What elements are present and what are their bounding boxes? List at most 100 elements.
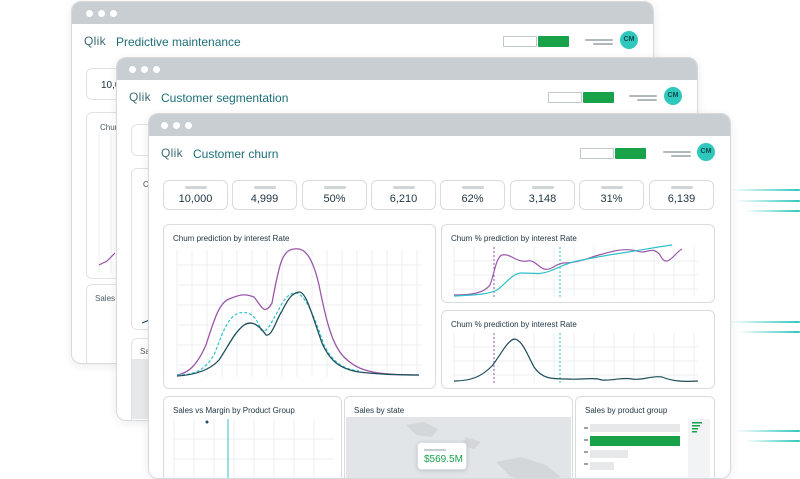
sales-panel: Sa [131,338,153,420]
header-primary-button[interactable] [583,92,614,103]
avatar[interactable]: CM [620,31,638,49]
hamburger-icon[interactable] [663,151,691,153]
kpi-label-placeholder [254,186,276,189]
kpi-value: 62% [461,193,484,205]
speed-line [735,200,800,202]
speed-line [730,189,800,191]
map-placeholder [132,359,152,419]
kpi-value: 3,148 [528,193,557,205]
speed-line [738,331,800,333]
chart-lines [98,133,116,273]
kpi-card[interactable]: 31% [579,180,644,210]
kpi-card[interactable]: 62% [440,180,505,210]
avatar[interactable]: CM [664,87,682,105]
main-chart-panel[interactable]: Chum prediction by interest Rate [163,224,436,389]
app-title: Predictive maintenance [116,35,241,49]
kpi-value: 6,210 [389,193,418,205]
bar[interactable] [590,450,628,458]
sales-product-panel[interactable]: Sales by product group [575,396,715,478]
hamburger-icon[interactable] [585,39,613,41]
kpi-value: 10,000 [178,193,213,205]
panel-title: Sales vs Margin by Product Group [173,406,295,415]
header-primary-button[interactable] [538,36,569,47]
qlik-logo: Qlik [129,90,151,104]
window-titlebar [72,2,653,24]
series-line-teal-dashed [176,292,360,376]
panel-title: Chum % prediction by interest Rate [451,320,577,329]
app-header: Qlik Customer segmentation CM [117,80,697,116]
window-dot-icon[interactable] [185,122,192,129]
sales-title: Sa [140,347,150,356]
map-tooltip: $569.5M [417,442,467,470]
kpi-card[interactable]: 50% [302,180,367,210]
tooltip-label-placeholder [424,449,446,451]
window-dot-icon[interactable] [161,122,168,129]
main-line-chart [176,248,422,377]
window-dot-icon[interactable] [110,10,117,17]
sales-margin-panel[interactable]: Sales vs Margin by Product Group [163,396,342,478]
window-titlebar [117,58,697,80]
kpi-label-placeholder [601,186,623,189]
scatter-point[interactable] [205,420,209,424]
bar[interactable] [590,424,680,432]
window-dot-icon[interactable] [141,66,148,73]
churn-pct-panel-top[interactable]: Chum % prediction by interest Rate [441,224,715,303]
kpi-value: 4,999 [250,193,279,205]
kpi-value: 31% [600,193,623,205]
window-dot-icon[interactable] [129,66,136,73]
churn-pct-line-chart-bottom [453,333,699,383]
window-dot-icon[interactable] [98,10,105,17]
window-dot-icon[interactable] [86,10,93,17]
series-line-teal [453,244,673,297]
header-outline-button[interactable] [580,148,614,159]
hamburger-icon [593,43,613,45]
panel-title: Chum prediction by interest Rate [173,234,290,243]
bar-highlighted[interactable] [590,436,680,446]
hamburger-icon[interactable] [629,95,657,97]
series-line-dark [453,338,699,382]
window-titlebar [149,114,730,136]
app-title: Customer segmentation [161,91,289,105]
kpi-label-placeholder [393,186,415,189]
bar[interactable] [590,462,614,470]
churn-pct-line-chart-top [453,244,698,297]
kpi-card[interactable]: 4,999 [232,180,297,210]
scatter-chart [173,419,334,478]
speed-line [735,430,800,432]
header-primary-button[interactable] [615,148,646,159]
header-outline-button[interactable] [503,36,537,47]
series-line-purple [453,248,683,296]
kpi-label-placeholder [324,186,346,189]
kpi-card[interactable]: 3,148 [510,180,575,210]
app-header: Qlik Predictive maintenance CM [72,24,653,60]
sales-title: Sales [95,294,116,303]
chart-title: C [143,180,149,189]
hamburger-icon [637,99,657,101]
kpi-card[interactable]: 6,139 [649,180,714,210]
map-icon[interactable]: $569.5M [346,417,571,478]
sales-state-panel[interactable]: Sales by state $569.5M [344,396,573,478]
kpi-card[interactable]: 6,210 [371,180,436,210]
kpi-label-placeholder [532,186,554,189]
kpi-value: 10,0 [101,80,121,91]
kpi-label-placeholder [185,186,207,189]
hamburger-icon [671,155,691,157]
speed-line [745,210,800,212]
tooltip-value: $569.5M [424,454,463,465]
window-dot-icon[interactable] [173,122,180,129]
panel-title: Chum % prediction by interest Rate [451,234,577,243]
series-line-purple [176,248,420,376]
chart-title: Chur [100,123,118,132]
avatar[interactable]: CM [697,143,715,161]
churn-pct-panel-bottom[interactable]: Chum % prediction by interest Rate [441,310,715,389]
qlik-logo: Qlik [161,146,183,160]
kpi-value: 6,139 [667,193,696,205]
qlik-logo: Qlik [84,34,106,48]
window-customer-churn: Qlik Customer churn CM 10,000 4,999 50% … [148,113,731,479]
header-outline-button[interactable] [548,92,582,103]
window-dot-icon[interactable] [153,66,160,73]
kpi-card[interactable]: 10,000 [163,180,228,210]
series-line-dark [176,291,420,377]
panel-title: Sales by product group [585,406,668,415]
kpi-label-placeholder [462,186,484,189]
